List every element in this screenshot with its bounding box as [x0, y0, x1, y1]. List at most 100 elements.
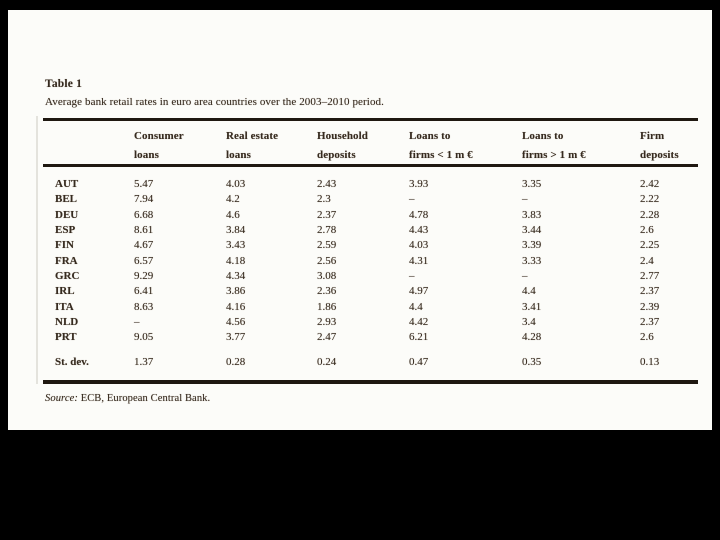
table-cell: – — [522, 193, 528, 206]
table-cell: 5.47 — [134, 178, 154, 190]
table-cell: 0.47 — [409, 356, 429, 368]
table-header-row: Consumer loans Real estate loans Househo… — [8, 127, 712, 167]
table-row: ESP 8.61 3.84 2.78 4.43 3.44 2.6 — [8, 224, 712, 239]
table-cell: 0.24 — [317, 356, 337, 368]
table-cell: 0.13 — [640, 356, 660, 368]
table-cell: 4.34 — [226, 270, 246, 283]
table-cell: 0.28 — [226, 356, 246, 368]
column-header-loans-firms-over-1m: Loans to firms > 1 m € — [522, 130, 586, 161]
table-cell: 2.43 — [317, 178, 337, 190]
table-cell: 2.37 — [640, 316, 660, 329]
table-cell: 2.39 — [640, 300, 660, 313]
table-cell: 3.08 — [317, 270, 337, 283]
row-label: ITA — [55, 300, 74, 313]
table-cell: 2.93 — [317, 316, 337, 329]
table-cell: 3.39 — [522, 239, 542, 252]
table-row: ITA 8.63 4.16 1.86 4.4 3.41 2.39 — [8, 301, 712, 316]
scan-artifact-line — [36, 116, 38, 384]
table-cell: – — [134, 316, 140, 329]
table-cell: 4.4 — [522, 285, 536, 298]
table-cell: 4.42 — [409, 316, 429, 329]
table-cell: 2.59 — [317, 239, 337, 252]
table-row: PRT 9.05 3.77 2.47 6.21 4.28 2.6 — [8, 331, 712, 346]
source-note-text: ECB, European Central Bank. — [77, 393, 211, 404]
table-cell: 3.33 — [522, 254, 542, 267]
column-header-firm-deposits: Firm deposits — [640, 130, 679, 161]
table-cell: 9.29 — [134, 270, 154, 283]
source-note: Source: ECB, European Central Bank. — [45, 393, 210, 404]
table-cell: – — [409, 193, 415, 206]
table-cell: 2.78 — [317, 224, 337, 237]
table-cell: 3.83 — [522, 208, 542, 221]
table-cell: 2.4 — [640, 254, 654, 267]
table-cell: 3.86 — [226, 285, 246, 298]
table-cell: 4.97 — [409, 285, 429, 298]
table-cell: 2.77 — [640, 270, 660, 283]
table-row: AUT 5.47 4.03 2.43 3.93 3.35 2.42 — [8, 178, 712, 193]
table-cell: 2.37 — [640, 285, 660, 298]
table-cell: 1.37 — [134, 356, 154, 368]
table-cell: 3.77 — [226, 331, 246, 344]
row-label: FIN — [55, 239, 74, 252]
table-cell: 3.43 — [226, 239, 246, 252]
table-cell: 2.37 — [317, 208, 337, 221]
table-cell: 2.3 — [317, 193, 331, 206]
table-row: GRC 9.29 4.34 3.08 – – 2.77 — [8, 270, 712, 285]
table-cell: 4.16 — [226, 300, 246, 313]
table-cell: 4.18 — [226, 254, 246, 267]
table-cell: 6.57 — [134, 254, 154, 267]
row-label: DEU — [55, 208, 79, 221]
table-cell: 8.61 — [134, 224, 154, 237]
table-cell: 3.93 — [409, 178, 429, 190]
table-label: Table 1 — [45, 78, 83, 90]
table-cell: 4.03 — [409, 239, 429, 252]
table-cell: 2.56 — [317, 254, 337, 267]
column-header-loans-firms-under-1m: Loans to firms < 1 m € — [409, 130, 473, 161]
table-cell: 2.47 — [317, 331, 337, 344]
table-cell: 4.78 — [409, 208, 429, 221]
table-cell: 4.43 — [409, 224, 429, 237]
table-cell: 2.25 — [640, 239, 660, 252]
table-row: DEU 6.68 4.6 2.37 4.78 3.83 2.28 — [8, 209, 712, 224]
table-cell: 2.6 — [640, 331, 654, 344]
table-cell: – — [409, 270, 415, 283]
table-cell: 3.84 — [226, 224, 246, 237]
column-header-real-estate-loans: Real estate loans — [226, 130, 279, 161]
table-cell: 6.41 — [134, 285, 154, 298]
table-body: AUT 5.47 4.03 2.43 3.93 3.35 2.42 BEL 7.94 4.2 2.3… — [8, 178, 712, 347]
table-row: NLD – 4.56 2.93 4.42 3.4 2.37 — [8, 316, 712, 331]
table-cell: 2.22 — [640, 193, 660, 206]
table-cell: 9.05 — [134, 331, 154, 344]
table-cell: – — [522, 270, 528, 283]
table-row: FIN 4.67 3.43 2.59 4.03 3.39 2.25 — [8, 239, 712, 254]
summary-row-label: St. dev. — [55, 356, 89, 368]
row-label: ESP — [55, 224, 76, 237]
table-cell: 2.28 — [640, 208, 660, 221]
table-cell: 4.31 — [409, 254, 429, 267]
table-cell: 1.86 — [317, 300, 337, 313]
table-cell: 8.63 — [134, 300, 154, 313]
table-row: FRA 6.57 4.18 2.56 4.31 3.33 2.4 — [8, 255, 712, 270]
table-cell: 7.94 — [134, 193, 154, 206]
table-cell: 3.4 — [522, 316, 536, 329]
column-header-household-deposits: Household deposits — [317, 130, 369, 161]
table-row: BEL 7.94 4.2 2.3 – – 2.22 — [8, 193, 712, 208]
row-label: BEL — [55, 193, 78, 206]
table-row: IRL 6.41 3.86 2.36 4.97 4.4 2.37 — [8, 285, 712, 300]
table-cell: 4.2 — [226, 193, 240, 206]
table-caption: Average bank retail rates in euro area c… — [45, 96, 384, 108]
table-cell: 4.28 — [522, 331, 542, 344]
table-cell: 4.67 — [134, 239, 154, 252]
row-label: GRC — [55, 270, 80, 283]
table-top-rule — [43, 118, 698, 121]
source-note-prefix: Source: — [45, 393, 78, 404]
row-label: IRL — [55, 285, 75, 298]
table-cell: 4.4 — [409, 300, 423, 313]
table-cell: 2.6 — [640, 224, 654, 237]
paper-table-panel: Table 1 Average bank retail rates in eur… — [8, 10, 712, 430]
table-cell: 4.03 — [226, 178, 246, 190]
table-cell: 3.44 — [522, 224, 542, 237]
table-cell: 4.56 — [226, 316, 246, 329]
table-cell: 3.41 — [522, 300, 542, 313]
